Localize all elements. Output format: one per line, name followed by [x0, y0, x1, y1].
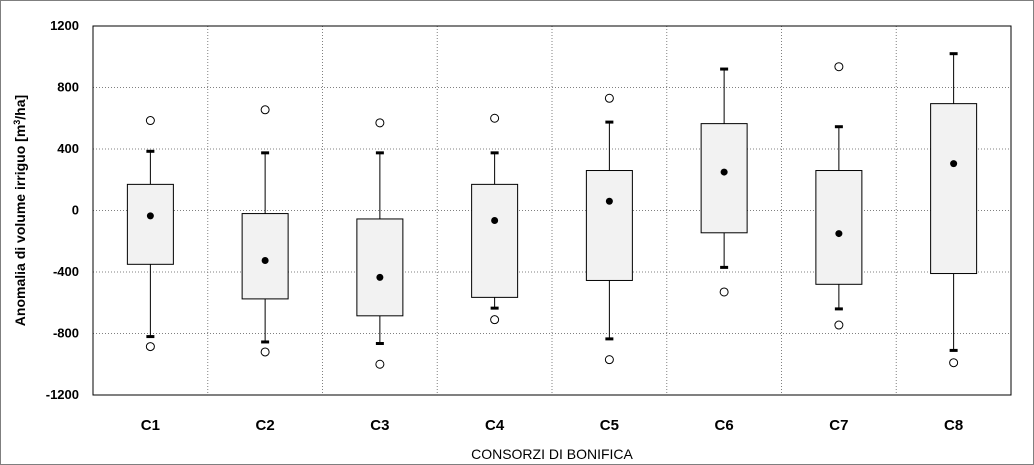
outlier-high-marker — [260, 105, 270, 115]
outlier-high-marker — [490, 113, 500, 123]
mean-marker — [261, 256, 269, 264]
x-tick-label: C8 — [944, 417, 963, 434]
outlier-high-marker — [145, 116, 155, 126]
y-tick-label: 1200 — [50, 18, 79, 33]
x-tick-label: C5 — [600, 417, 619, 434]
mean-marker — [376, 273, 384, 281]
interquartile-box — [241, 213, 289, 300]
boxes-layer — [126, 52, 978, 369]
y-axis-ticks: 1200 800 400 0 -400 -800 -1200 — [46, 18, 79, 402]
x-tick-label: C7 — [829, 417, 848, 434]
box-C7 — [815, 62, 863, 330]
x-axis-ticks: C1 C2 C3 C4 C5 C6 C7 C8 — [141, 417, 963, 434]
outlier-low-marker — [604, 355, 614, 365]
outlier-low-marker — [490, 315, 500, 325]
outlier-low-marker — [719, 287, 729, 297]
y-tick-label: -800 — [53, 326, 79, 341]
outlier-high-marker — [604, 93, 614, 103]
mean-marker — [146, 212, 154, 220]
outlier-low-marker — [834, 320, 844, 330]
outlier-high-marker — [834, 62, 844, 72]
outlier-low-marker — [375, 359, 385, 369]
interquartile-box — [356, 218, 404, 317]
interquartile-box — [585, 170, 633, 281]
x-tick-label: C6 — [715, 417, 734, 434]
y-tick-label: 0 — [72, 203, 79, 218]
y-tick-label: 400 — [57, 141, 79, 156]
interquartile-box — [815, 170, 863, 285]
x-axis-label: CONSORZI DI BONIFICA — [471, 446, 633, 462]
mean-marker — [491, 216, 499, 224]
x-tick-label: C2 — [256, 417, 275, 434]
interquartile-box — [930, 103, 978, 275]
box-C1 — [126, 116, 174, 352]
outlier-high-marker — [375, 118, 385, 128]
mean-marker — [605, 197, 613, 205]
box-C3 — [356, 118, 404, 369]
outlier-low-marker — [260, 347, 270, 357]
mean-marker — [950, 160, 958, 168]
y-tick-label: -1200 — [46, 387, 79, 402]
box-C6 — [700, 67, 748, 297]
y-tick-label: 800 — [57, 80, 79, 95]
interquartile-box — [126, 183, 174, 265]
box-C5 — [585, 93, 633, 365]
outlier-low-marker — [145, 342, 155, 352]
y-axis-label: Anomalia di volume irriguo [m3/ha] — [12, 95, 28, 326]
box-C8 — [930, 52, 978, 368]
interquartile-box — [700, 123, 748, 234]
x-tick-label: C3 — [370, 417, 389, 434]
interquartile-box — [471, 183, 519, 298]
x-tick-label: C4 — [485, 417, 505, 434]
box-C2 — [241, 105, 289, 357]
x-tick-label: C1 — [141, 417, 160, 434]
outlier-low-marker — [949, 358, 959, 368]
y-tick-label: -400 — [53, 264, 79, 279]
y-axis-label-superscript: 3 — [12, 120, 22, 125]
mean-marker — [720, 168, 728, 176]
y-axis-label-suffix: /ha] — [12, 95, 28, 120]
grid-layer — [93, 26, 1011, 395]
y-axis-label-text: Anomalia di volume irriguo [m — [12, 125, 28, 326]
plot-area-frame — [92, 25, 1012, 396]
box-C4 — [471, 113, 519, 325]
mean-marker — [835, 230, 843, 238]
